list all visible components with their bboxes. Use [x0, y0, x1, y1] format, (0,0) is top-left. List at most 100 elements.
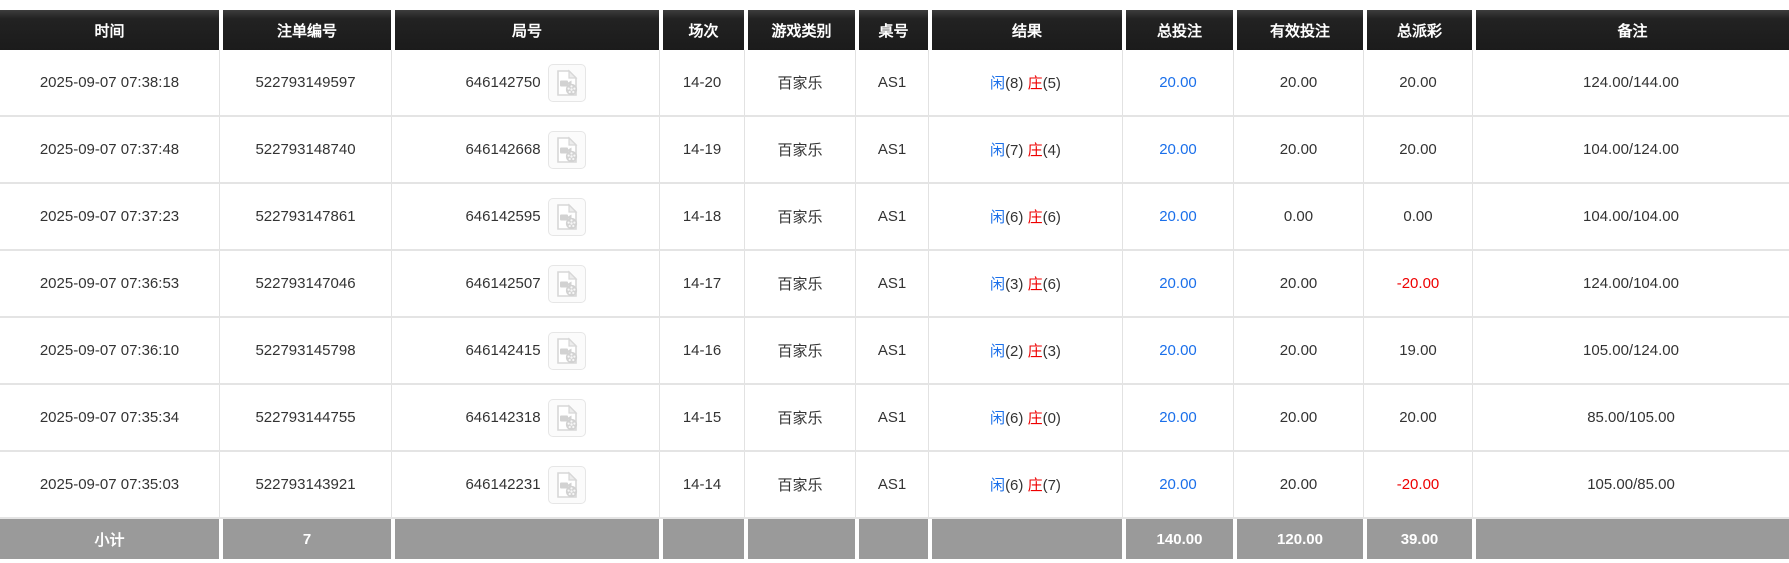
cell-bet-id: 522793143921: [219, 452, 391, 519]
player-label: 闲: [990, 410, 1006, 427]
column-header-remark: 备注: [1472, 10, 1789, 50]
cell-valid-bet: 20.00: [1233, 318, 1363, 385]
video-file-icon: [556, 203, 577, 230]
subtotal-empty-session: [659, 519, 744, 559]
cell-total-payout: 0.00: [1363, 184, 1472, 251]
cell-time: 2025-09-07 07:37:48: [0, 117, 219, 184]
cell-table-no: AS1: [855, 452, 928, 519]
cell-table-no: AS1: [855, 184, 928, 251]
subtotal-total-payout: 39.00: [1363, 519, 1472, 559]
cell-bet-id: 522793144755: [219, 385, 391, 452]
video-replay-button[interactable]: [547, 465, 586, 504]
banker-label: 庄: [1027, 410, 1043, 427]
player-label: 闲: [990, 75, 1006, 92]
cell-round-id: 646142668: [391, 117, 659, 184]
round-id-text: 646142595: [465, 208, 541, 225]
video-replay-button[interactable]: [547, 130, 586, 169]
player-label: 闲: [990, 209, 1006, 226]
column-header-round-id: 局号: [391, 10, 659, 50]
cell-round-id: 646142231: [391, 452, 659, 519]
cell-table-no: AS1: [855, 251, 928, 318]
video-file-icon: [556, 404, 577, 431]
cell-time: 2025-09-07 07:36:10: [0, 318, 219, 385]
video-replay-button[interactable]: [547, 398, 586, 437]
cell-remark: 105.00/124.00: [1472, 318, 1789, 385]
subtotal-count: 7: [219, 519, 391, 559]
cell-table-no: AS1: [855, 318, 928, 385]
cell-game-type: 百家乐: [744, 117, 855, 184]
cell-valid-bet: 0.00: [1233, 184, 1363, 251]
cell-session: 14-14: [659, 452, 744, 519]
cell-round-id: 646142595: [391, 184, 659, 251]
cell-bet-id: 522793147046: [219, 251, 391, 318]
cell-valid-bet: 20.00: [1233, 385, 1363, 452]
cell-total-payout: 20.00: [1363, 117, 1472, 184]
video-replay-button[interactable]: [547, 197, 586, 236]
round-id-text: 646142668: [465, 141, 541, 158]
subtotal-empty-result: [928, 519, 1122, 559]
cell-time: 2025-09-07 07:35:03: [0, 452, 219, 519]
banker-label: 庄: [1027, 343, 1043, 360]
cell-table-no: AS1: [855, 385, 928, 452]
cell-session: 14-19: [659, 117, 744, 184]
cell-table-no: AS1: [855, 117, 928, 184]
video-replay-button[interactable]: [547, 63, 586, 102]
cell-total-payout: 19.00: [1363, 318, 1472, 385]
cell-round-id: 646142415: [391, 318, 659, 385]
player-label: 闲: [990, 142, 1006, 159]
cell-session: 14-20: [659, 50, 744, 117]
round-id-text: 646142231: [465, 476, 541, 493]
cell-session: 14-18: [659, 184, 744, 251]
video-replay-button[interactable]: [547, 331, 586, 370]
cell-total-bet: 20.00: [1122, 117, 1233, 184]
cell-total-bet: 20.00: [1122, 452, 1233, 519]
cell-total-bet: 20.00: [1122, 50, 1233, 117]
subtotal-row: 小计 7 140.00 120.00 39.00: [0, 519, 1789, 559]
cell-bet-id: 522793149597: [219, 50, 391, 117]
cell-time: 2025-09-07 07:36:53: [0, 251, 219, 318]
cell-bet-id: 522793145798: [219, 318, 391, 385]
table-row: 2025-09-07 07:36:10 522793145798 6461424…: [0, 318, 1789, 385]
cell-total-bet: 20.00: [1122, 385, 1233, 452]
cell-remark: 104.00/104.00: [1472, 184, 1789, 251]
player-score: (6): [1005, 209, 1024, 226]
cell-result: 闲(3) 庄(6): [928, 251, 1122, 318]
header-row: 时间 注单编号 局号 场次 游戏类别 桌号 结果 总投注 有效投注 总派彩 备注: [0, 10, 1789, 50]
cell-result: 闲(6) 庄(7): [928, 452, 1122, 519]
subtotal-total-bet: 140.00: [1122, 519, 1233, 559]
column-header-valid-bet: 有效投注: [1233, 10, 1363, 50]
cell-result: 闲(8) 庄(5): [928, 50, 1122, 117]
column-header-total-payout: 总派彩: [1363, 10, 1472, 50]
cell-remark: 124.00/144.00: [1472, 50, 1789, 117]
cell-game-type: 百家乐: [744, 452, 855, 519]
table-row: 2025-09-07 07:35:34 522793144755 6461423…: [0, 385, 1789, 452]
cell-valid-bet: 20.00: [1233, 117, 1363, 184]
banker-score: (4): [1042, 142, 1061, 159]
column-header-bet-id: 注单编号: [219, 10, 391, 50]
round-id-text: 646142507: [465, 275, 541, 292]
subtotal-empty-round: [391, 519, 659, 559]
cell-result: 闲(2) 庄(3): [928, 318, 1122, 385]
cell-result: 闲(6) 庄(0): [928, 385, 1122, 452]
player-score: (6): [1005, 477, 1024, 494]
subtotal-valid-bet: 120.00: [1233, 519, 1363, 559]
banker-score: (3): [1042, 343, 1061, 360]
cell-time: 2025-09-07 07:35:34: [0, 385, 219, 452]
video-file-icon: [556, 136, 577, 163]
video-replay-button[interactable]: [547, 264, 586, 303]
cell-remark: 104.00/124.00: [1472, 117, 1789, 184]
table-header: 时间 注单编号 局号 场次 游戏类别 桌号 结果 总投注 有效投注 总派彩 备注: [0, 10, 1789, 50]
column-header-table-no: 桌号: [855, 10, 928, 50]
cell-table-no: AS1: [855, 50, 928, 117]
banker-label: 庄: [1027, 209, 1043, 226]
video-file-icon: [556, 471, 577, 498]
banker-label: 庄: [1027, 276, 1043, 293]
column-header-session: 场次: [659, 10, 744, 50]
table-body: 2025-09-07 07:38:18 522793149597 6461427…: [0, 50, 1789, 519]
cell-total-payout: 20.00: [1363, 50, 1472, 117]
cell-remark: 124.00/104.00: [1472, 251, 1789, 318]
cell-game-type: 百家乐: [744, 318, 855, 385]
cell-total-bet: 20.00: [1122, 184, 1233, 251]
subtotal-empty-table: [855, 519, 928, 559]
player-score: (7): [1005, 142, 1024, 159]
